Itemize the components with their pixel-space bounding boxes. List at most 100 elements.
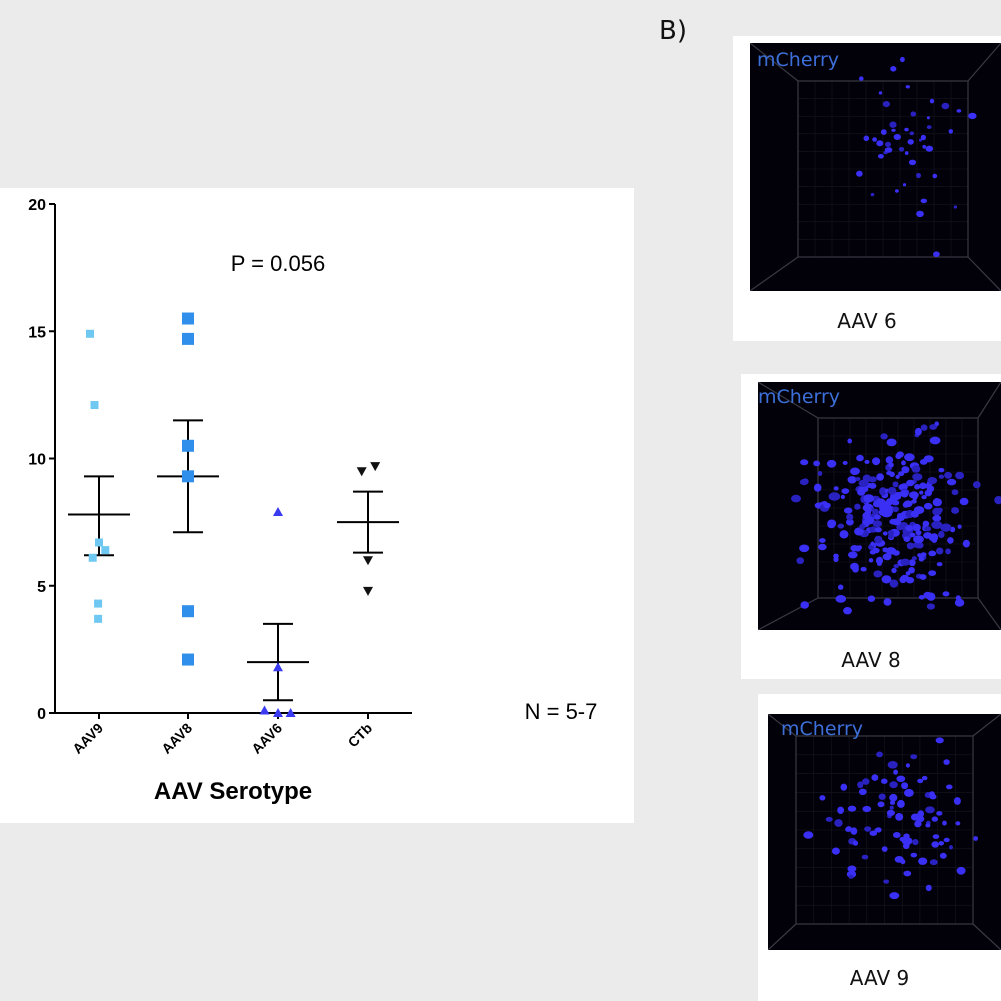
cell-spot [862, 778, 870, 785]
cell-spot [947, 537, 954, 544]
cell-spot [953, 797, 961, 805]
cell-spot [857, 781, 864, 789]
cell-spot [926, 116, 930, 120]
p-value-annotation: P = 0.056 [231, 251, 325, 276]
data-point [356, 467, 367, 477]
mcherry-label: mCherry [757, 49, 840, 71]
cell-spot [856, 454, 864, 462]
cell-spot [819, 538, 826, 543]
cell-spot [890, 66, 897, 72]
cell-spot [858, 545, 862, 550]
cell-spot [842, 460, 848, 465]
cell-spot [933, 251, 940, 257]
cell-spot [912, 542, 920, 548]
cell-spot [900, 558, 910, 566]
cell-spot [840, 494, 845, 500]
cell-spot [847, 865, 857, 873]
cell-spot [886, 438, 897, 447]
cell-spot [925, 806, 935, 814]
cell-spot [909, 491, 919, 499]
cell-spot [817, 471, 823, 476]
y-tick-label: 20 [28, 197, 46, 214]
cell-spot [929, 98, 935, 104]
cell-spot [910, 510, 919, 518]
cell-spot [932, 515, 942, 522]
cell-spot [876, 473, 884, 481]
cell-spot [928, 550, 937, 557]
cell-spot [928, 570, 937, 576]
cell-spot [911, 499, 917, 504]
data-point [182, 653, 194, 666]
cell-spot [906, 479, 915, 487]
data-point [101, 546, 110, 555]
x-tick-label: AAV8 [158, 720, 195, 757]
cell-spot [863, 494, 875, 503]
cell-spot [865, 518, 872, 524]
cell-spot [855, 477, 861, 481]
cell-spot [860, 566, 867, 572]
cell-spot [882, 553, 892, 561]
cell-spot [862, 805, 872, 813]
cell-spot [943, 759, 950, 765]
x-tick-label: AAV9 [69, 720, 106, 757]
cell-spot [848, 551, 858, 559]
cell-spot [852, 840, 859, 846]
cell-spot [881, 846, 888, 852]
data-point [90, 401, 99, 410]
cell-spot [833, 556, 839, 562]
cell-spot [876, 751, 883, 758]
cell-spot [893, 769, 898, 775]
cell-spot [920, 134, 926, 141]
cell-spot [915, 815, 925, 823]
cell-spot [924, 526, 932, 532]
y-tick-label: 0 [37, 706, 46, 723]
cell-spot [943, 837, 950, 843]
cell-spot [880, 129, 887, 135]
cell-spot [908, 559, 916, 567]
cell-spot [826, 459, 837, 468]
data-point [182, 332, 194, 345]
cell-spot [892, 506, 899, 513]
cell-spot [891, 128, 896, 132]
cell-spot [864, 459, 870, 464]
data-point [273, 662, 283, 672]
cell-spot [906, 542, 915, 550]
cell-spot [935, 737, 944, 744]
cell-spot [833, 486, 839, 491]
micrograph-aav8: mCherry [758, 382, 1001, 630]
cell-spot [912, 473, 923, 481]
cell-spot [869, 482, 877, 489]
mcherry-label: mCherry [781, 718, 864, 740]
cell-spot [904, 453, 915, 462]
cell-spot [920, 198, 927, 204]
cell-spot [905, 763, 910, 768]
data-point [94, 614, 103, 623]
cell-spot [864, 826, 872, 832]
cell-spot [870, 541, 875, 546]
micrograph-cells [758, 382, 1001, 630]
cell-spot [918, 595, 925, 600]
cell-spot [951, 489, 959, 496]
cell-spot [819, 795, 826, 801]
cell-spot [968, 112, 977, 120]
data-point [86, 329, 94, 338]
cell-spot [900, 489, 909, 498]
y-tick-label: 5 [37, 579, 46, 596]
cell-spot [973, 481, 981, 489]
cell-spot [873, 570, 883, 578]
cell-spot [823, 502, 831, 509]
data-point [273, 506, 283, 516]
cell-spot [846, 513, 854, 521]
cell-spot [939, 852, 947, 859]
cell-spot [850, 545, 859, 552]
cell-spot [956, 866, 966, 875]
x-tick-label: CTb [345, 720, 376, 751]
cell-spot [874, 827, 881, 833]
cell-spot [919, 574, 927, 580]
cell-spot [888, 532, 894, 539]
data-point [94, 599, 103, 608]
cell-spot [877, 154, 884, 159]
image-card-aav8: mCherry AAV 8 [741, 374, 1001, 679]
cell-spot [898, 471, 905, 477]
cell-spot [835, 595, 847, 603]
